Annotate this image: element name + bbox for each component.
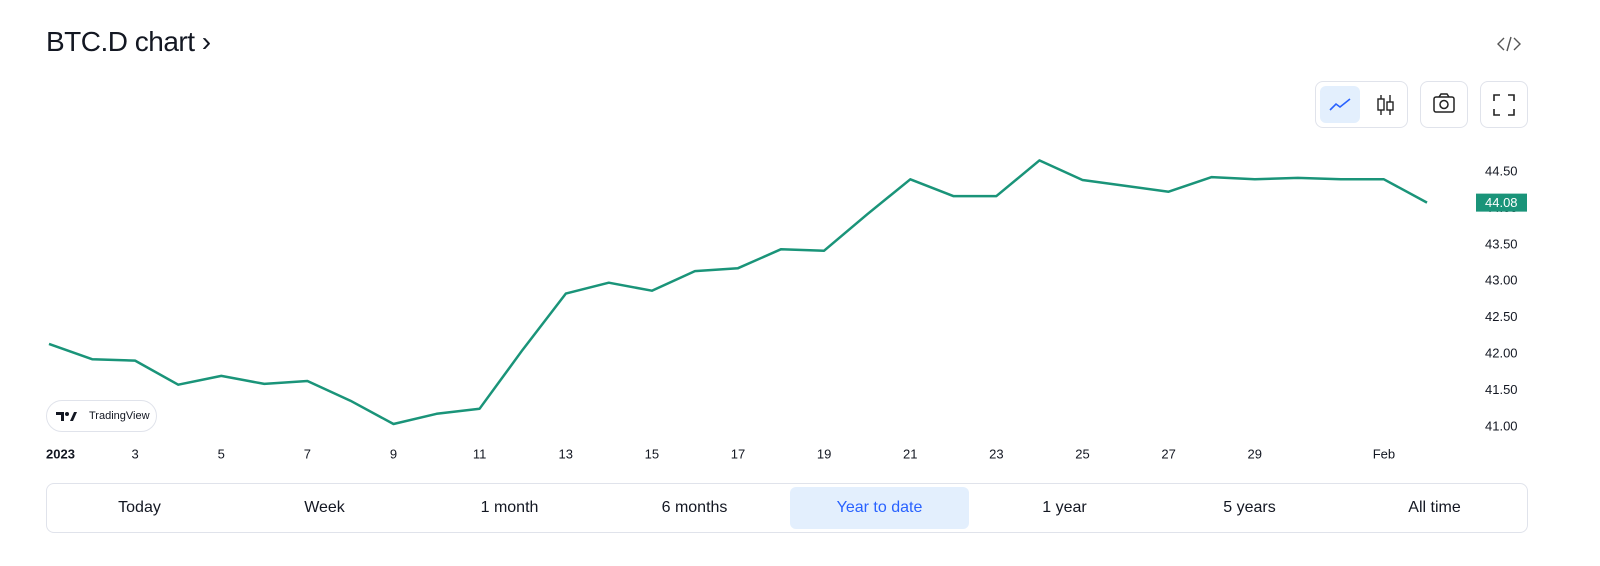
range-selector: Today Week 1 month 6 months Year to date 1 ye… xyxy=(46,483,1528,533)
x-tick-label: 19 xyxy=(817,446,831,461)
y-tick-label: 44.50 xyxy=(1485,163,1518,178)
x-tick-label: 9 xyxy=(390,446,397,461)
last-value-label: 44.08 xyxy=(1485,195,1518,210)
watermark: TradingView xyxy=(89,410,150,422)
range-button[interactable]: 5 years xyxy=(1223,499,1276,516)
y-tick-label: 43.00 xyxy=(1485,273,1518,288)
range-button[interactable]: 1 month xyxy=(480,499,539,516)
range-button[interactable]: Year to date xyxy=(790,487,969,529)
last-value-badge xyxy=(1476,193,1527,212)
x-tick-label: 15 xyxy=(645,446,659,461)
fullscreen-button[interactable] xyxy=(1480,81,1528,128)
snapshot-button[interactable] xyxy=(1420,81,1468,128)
x-tick-label: 3 xyxy=(132,446,139,461)
y-tick-label: 41.00 xyxy=(1485,418,1518,433)
candle-style-button[interactable] xyxy=(1366,86,1406,123)
x-tick-label: 27 xyxy=(1161,446,1175,461)
tv-logo xyxy=(56,412,77,421)
range-button[interactable]: 6 months xyxy=(661,499,728,516)
range-button[interactable]: Week xyxy=(304,499,345,516)
fullscreen-icon xyxy=(1493,94,1515,116)
range-button[interactable]: Today xyxy=(118,499,161,516)
price-line xyxy=(48,159,1428,426)
y-tick-label: 42.00 xyxy=(1485,346,1518,361)
camera-icon xyxy=(1433,93,1455,113)
x-tick-label: 17 xyxy=(731,446,745,461)
x-tick-label: 29 xyxy=(1248,446,1262,461)
x-tick-label: 11 xyxy=(473,446,487,461)
chart-style-toggle xyxy=(1315,81,1408,128)
chart-title[interactable]: BTC.D chart › xyxy=(46,26,211,57)
x-tick-label: 21 xyxy=(903,446,917,461)
line-style-button[interactable] xyxy=(1320,86,1360,123)
x-tick-label: 5 xyxy=(218,446,225,461)
x-tick-label: 25 xyxy=(1075,446,1089,461)
x-tick-label: 13 xyxy=(559,446,573,461)
y-tick-label: 42.50 xyxy=(1485,309,1518,324)
embed-icon[interactable] xyxy=(1496,34,1522,54)
range-button[interactable]: All time xyxy=(1408,499,1461,516)
y-tick-label: 43.50 xyxy=(1485,236,1518,251)
x-tick-label: 7 xyxy=(304,446,311,461)
x-tick-label: 23 xyxy=(989,446,1003,461)
y-tick-label: 41.50 xyxy=(1485,382,1518,397)
range-button[interactable]: 1 year xyxy=(1042,499,1087,516)
chart: 41.0041.5042.0042.5043.0043.5044.0044.50… xyxy=(46,159,1527,461)
x-tick-label: Feb xyxy=(1373,446,1395,461)
x-tick-label: 2023 xyxy=(46,446,75,461)
tradingview-badge[interactable]: TradingView xyxy=(46,400,157,432)
